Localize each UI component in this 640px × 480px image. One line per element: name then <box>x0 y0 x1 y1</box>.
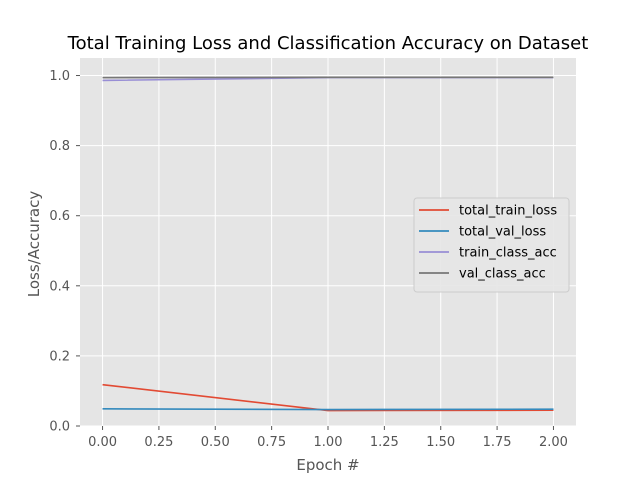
x-tick-label: 0.25 <box>144 435 173 450</box>
legend-label: total_val_loss <box>459 225 546 240</box>
series-line-total-train-loss <box>102 383 554 412</box>
x-tick-label: 1.25 <box>370 435 399 450</box>
y-tick-label: 0.0 <box>49 420 70 435</box>
y-tick-label: 0.2 <box>49 349 70 364</box>
x-tick-label: 1.75 <box>483 435 512 450</box>
y-tick-label: 0.4 <box>49 279 70 294</box>
x-tick-label: 1.50 <box>426 435 455 450</box>
legend-label: train_class_acc <box>459 246 557 261</box>
legend-box <box>413 197 570 293</box>
series-lines <box>102 76 554 412</box>
y-tick-label: 1.0 <box>49 69 70 84</box>
x-tick-label: 2.00 <box>539 435 568 450</box>
x-tick-label: 0.50 <box>201 435 230 450</box>
x-tick-label: 1.00 <box>314 435 343 450</box>
chart-title: Total Training Loss and Classification A… <box>67 33 589 54</box>
axis-ticks: 0.00 0.25 0.50 0.75 1.00 1.25 1.50 1.75 2.00 0.0 0… <box>49 69 568 450</box>
legend-label: val_class_acc <box>459 267 546 282</box>
legend: total_train_loss total_val_loss train_clas… <box>413 197 570 293</box>
x-axis-title: Epoch # <box>296 456 359 474</box>
legend-label: total_train_loss <box>459 204 557 219</box>
x-tick-label: 0.00 <box>88 435 117 450</box>
y-tick-label: 0.6 <box>49 209 70 224</box>
series-line-total-val-loss <box>102 408 554 411</box>
x-tick-label: 0.75 <box>257 435 286 450</box>
y-axis-title: Loss/Accuracy <box>25 191 43 298</box>
y-tick-label: 0.8 <box>49 139 70 154</box>
